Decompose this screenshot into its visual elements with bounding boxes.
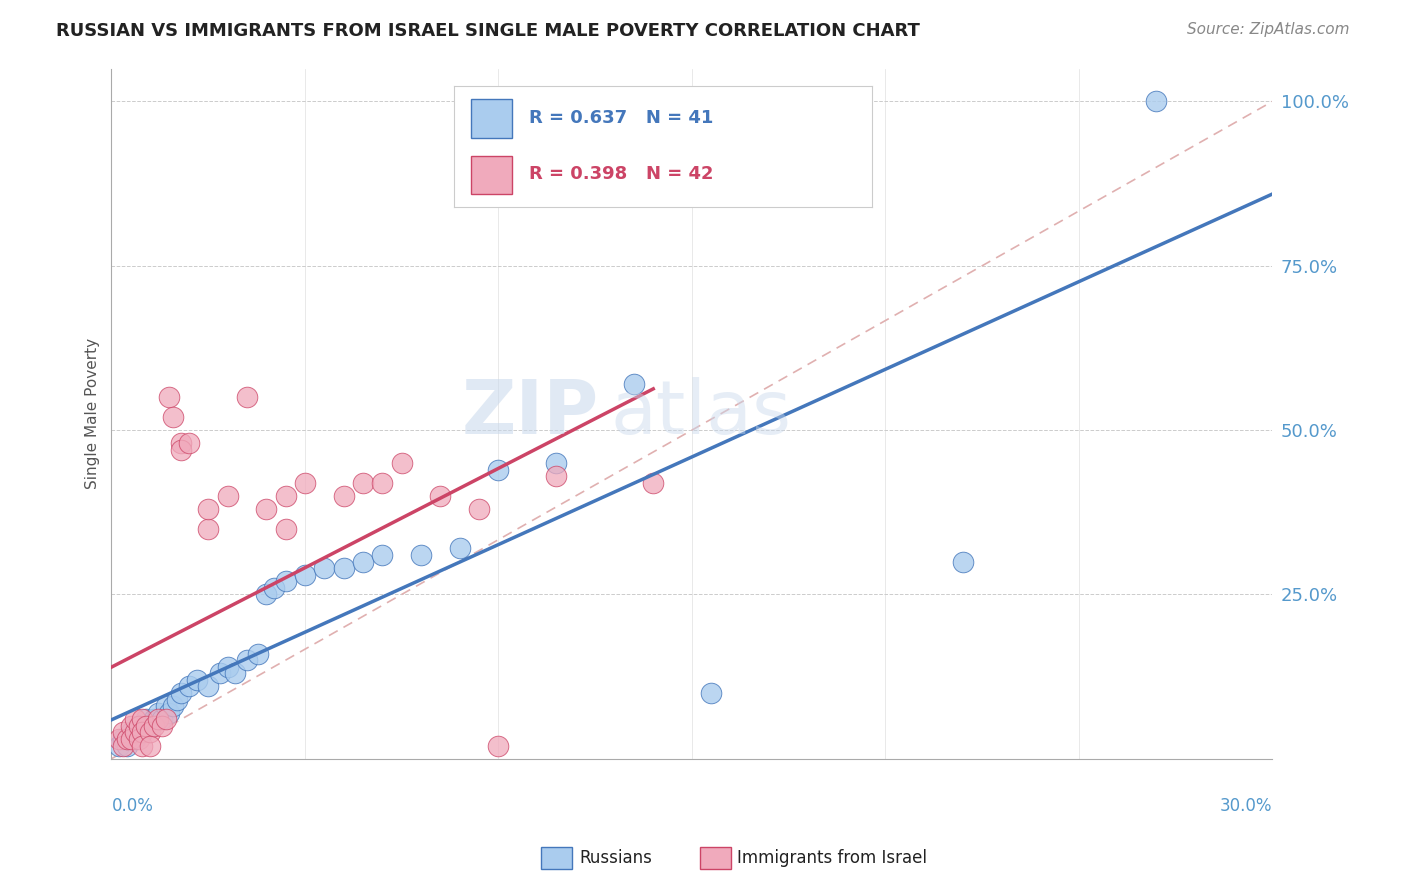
Point (111, 725, 134, 739)
Point (217, 489, 239, 503)
Point (314, 561, 336, 575)
Point (488, 739, 510, 753)
Point (150, 719, 173, 733)
Point (115, 732, 138, 747)
Point (186, 673, 208, 687)
Point (274, 522, 297, 536)
Point (254, 587, 277, 601)
Point (409, 548, 432, 562)
Point (177, 680, 200, 694)
Point (120, 719, 142, 733)
Point (197, 680, 219, 694)
Point (623, 377, 645, 392)
Point (294, 567, 316, 582)
Point (146, 712, 169, 726)
Text: RUSSIAN VS IMMIGRANTS FROM ISRAEL SINGLE MALE POVERTY CORRELATION CHART: RUSSIAN VS IMMIGRANTS FROM ISRAEL SINGLE… (56, 22, 920, 40)
Point (546, 456, 568, 470)
Point (131, 712, 153, 726)
Point (217, 659, 239, 673)
Point (131, 725, 153, 739)
Point (111, 732, 134, 747)
Point (254, 502, 277, 516)
Point (166, 692, 188, 706)
Point (135, 719, 157, 733)
Point (128, 719, 150, 733)
Point (952, 555, 974, 569)
Text: Source: ZipAtlas.com: Source: ZipAtlas.com (1187, 22, 1350, 37)
Point (170, 686, 193, 700)
Point (208, 666, 231, 681)
Point (143, 719, 166, 733)
Point (124, 712, 146, 726)
Text: 0.0%: 0.0% (111, 797, 153, 814)
Point (429, 489, 451, 503)
Point (391, 456, 413, 470)
Point (135, 712, 157, 726)
Text: Russians: Russians (579, 849, 652, 867)
Text: ZIP: ZIP (461, 377, 599, 450)
Point (131, 725, 153, 739)
Point (468, 502, 491, 516)
Point (197, 502, 219, 516)
Point (488, 462, 510, 476)
Point (352, 475, 374, 490)
Point (150, 712, 173, 726)
Point (139, 719, 162, 733)
Point (146, 706, 169, 720)
Point (128, 732, 150, 747)
Point (120, 732, 142, 747)
Point (449, 541, 471, 556)
Point (162, 409, 184, 424)
Point (197, 522, 219, 536)
Point (643, 475, 665, 490)
Point (124, 725, 146, 739)
Point (128, 719, 150, 733)
Point (294, 475, 316, 490)
Point (108, 739, 131, 753)
Point (143, 712, 166, 726)
Point (371, 475, 394, 490)
Point (159, 390, 181, 404)
Point (177, 436, 200, 450)
Point (120, 725, 142, 739)
Point (274, 574, 297, 589)
Text: Immigrants from Israel: Immigrants from Israel (737, 849, 927, 867)
Point (124, 732, 146, 747)
Point (247, 647, 270, 661)
Point (1144, 95, 1167, 109)
Point (236, 390, 259, 404)
Point (162, 699, 184, 714)
Point (170, 442, 193, 457)
Y-axis label: Single Male Poverty: Single Male Poverty (86, 338, 100, 489)
Point (159, 706, 181, 720)
Point (700, 686, 723, 700)
Point (274, 489, 297, 503)
Point (263, 581, 285, 595)
Point (352, 555, 374, 569)
Text: atlas: atlas (610, 377, 792, 450)
Point (139, 725, 162, 739)
Text: 30.0%: 30.0% (1220, 797, 1272, 814)
Point (139, 739, 162, 753)
Point (371, 548, 394, 562)
Point (546, 469, 568, 483)
Point (170, 436, 193, 450)
Point (115, 739, 138, 753)
Point (111, 739, 134, 753)
Point (224, 666, 246, 681)
Point (155, 699, 177, 714)
Point (155, 712, 177, 726)
Point (108, 732, 131, 747)
Point (131, 739, 153, 753)
Point (236, 653, 259, 667)
Point (332, 489, 354, 503)
Point (332, 561, 354, 575)
